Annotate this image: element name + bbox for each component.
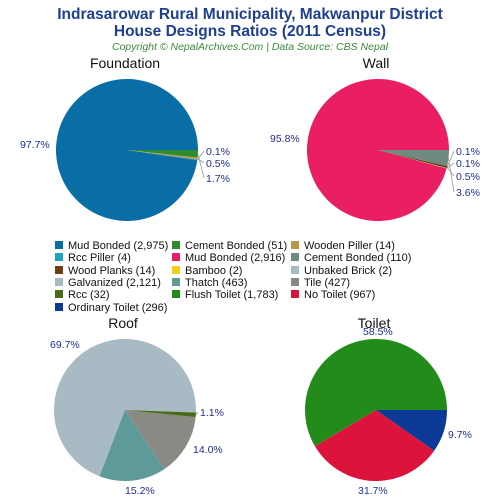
pie-slice <box>127 150 198 161</box>
legend-item: Unbaked Brick (2) <box>291 265 392 277</box>
pie-percent-label: 3.6% <box>456 187 480 199</box>
chart-title-line2: House Designs Ratios (2011 Census) <box>113 23 387 40</box>
legend-item: Galvanized (2,121) <box>55 277 161 289</box>
legend-label: Unbaked Brick (2) <box>304 264 393 277</box>
pie-percent-label: 97.7% <box>20 139 50 151</box>
label-leader <box>197 158 205 164</box>
label-leader <box>197 150 205 161</box>
legend-item: Flush Toilet (1,783) <box>172 289 278 301</box>
pie-title: Foundation <box>90 55 160 71</box>
pie-percent-label: 1.1% <box>200 407 224 419</box>
legend-item: Wood Planks (14) <box>55 265 155 277</box>
pie-percent-label: 1.7% <box>206 173 230 185</box>
pie-slice <box>378 150 448 168</box>
pie-percent-label: 0.1% <box>456 146 480 158</box>
legend-swatch <box>55 302 63 311</box>
chart-title-line1: Indrasarowar Rural Municipality, Makwanp… <box>57 6 443 23</box>
pie-percent-label: 9.7% <box>448 429 472 441</box>
pie-percent-label: 31.7% <box>358 485 388 497</box>
legend-swatch <box>291 265 299 274</box>
legend-swatch <box>172 265 180 274</box>
legend-label: Bamboo (2) <box>185 264 243 277</box>
legend-item: Cement Bonded (110) <box>291 252 411 264</box>
pie-slice <box>378 150 447 169</box>
pie-slice <box>378 150 447 169</box>
legend-swatch <box>172 241 180 249</box>
legend-swatch <box>55 277 63 286</box>
pie-slice <box>99 410 165 481</box>
legend-swatch <box>172 253 180 262</box>
pie-slice <box>314 410 435 481</box>
label-leader <box>195 411 199 416</box>
legend-label: Mud Bonded (2,975) <box>68 240 169 252</box>
legend-item: Wooden Piller (14) <box>291 240 395 252</box>
legend-label: Cement Bonded (51) <box>185 240 288 252</box>
legend-swatch <box>291 277 299 286</box>
legend-item: Cement Bonded (51) <box>172 240 287 252</box>
legend-label: Rcc (32) <box>68 289 110 302</box>
legend-item: Ordinary Toilet (296) <box>55 302 167 314</box>
label-leader <box>448 157 455 193</box>
pie-percent-label: 69.7% <box>50 339 80 351</box>
pie-percent-label: 0.1% <box>206 146 230 158</box>
pie-title: Toilet <box>358 315 391 331</box>
pie-slice <box>125 410 196 418</box>
legend-label: No Toilet (967) <box>304 289 376 302</box>
legend-label: Galvanized (2,121) <box>68 276 161 289</box>
legend-label: Tile (427) <box>304 276 351 289</box>
legend-item: Mud Bonded (2,916) <box>172 252 285 264</box>
pie-percent-label: 0.5% <box>456 171 480 183</box>
pie-slice <box>54 339 197 477</box>
pie-slice <box>125 410 196 470</box>
legend-swatch <box>291 241 299 249</box>
legend-swatch <box>55 265 63 274</box>
legend-swatch <box>291 290 299 299</box>
pie-slice <box>55 78 199 221</box>
legend-swatch <box>55 241 63 249</box>
pie-slice <box>127 150 199 158</box>
legend-swatch <box>55 253 63 262</box>
legend-swatch <box>172 277 180 286</box>
pie-percent-label: 15.2% <box>125 485 155 497</box>
pie-percent-label: 0.5% <box>206 158 230 170</box>
pie-slice <box>307 79 449 222</box>
legend-item: Rcc Piller (4) <box>55 252 131 264</box>
label-leader <box>197 153 205 179</box>
legend-swatch <box>172 290 180 299</box>
pie-roof: Roof 69.7% 15.2% 14.0% 1.1% <box>50 315 224 497</box>
legend-swatch <box>55 290 63 299</box>
pie-title: Roof <box>108 315 138 331</box>
legend-swatch <box>291 253 299 262</box>
label-leader <box>446 162 455 169</box>
pie-percent-label: 95.8% <box>270 133 300 145</box>
pie-slice <box>376 410 447 451</box>
pie-percent-label: 14.0% <box>193 444 223 456</box>
pie-slice <box>304 338 448 447</box>
legend-item: Rcc (32) <box>55 289 110 301</box>
legend-item: Mud Bonded (2,975) <box>55 240 168 252</box>
legend-label: Mud Bonded (2,916) <box>185 252 286 265</box>
legend-label: Thatch (463) <box>185 276 248 289</box>
label-leader <box>446 150 455 169</box>
legend-item: No Toilet (967) <box>291 289 375 301</box>
pie-percent-label: 0.1% <box>456 158 480 170</box>
legend-label: Wooden Piller (14) <box>304 240 395 252</box>
legend-label: Wood Planks (14) <box>68 264 156 277</box>
legend-label: Flush Toilet (1,783) <box>185 289 279 302</box>
pie-slice <box>127 150 198 160</box>
legend-label: Rcc Piller (4) <box>68 252 131 265</box>
pie-title: Wall <box>363 55 390 71</box>
chart-subtitle: Copyright © NepalArchives.Com | Data Sou… <box>112 41 388 53</box>
legend-item: Thatch (463) <box>172 277 247 289</box>
legend-label: Ordinary Toilet (296) <box>68 301 168 314</box>
pie-percent-label: 58.5% <box>363 326 393 338</box>
pie-slice <box>378 150 450 166</box>
pie-foundation: Foundation 97.7% 0.1%0.5% 1.7% <box>20 55 230 221</box>
legend-label: Cement Bonded (110) <box>304 252 412 265</box>
legend-item: Bamboo (2) <box>172 265 242 277</box>
legend-item: Tile (427) <box>291 277 350 289</box>
